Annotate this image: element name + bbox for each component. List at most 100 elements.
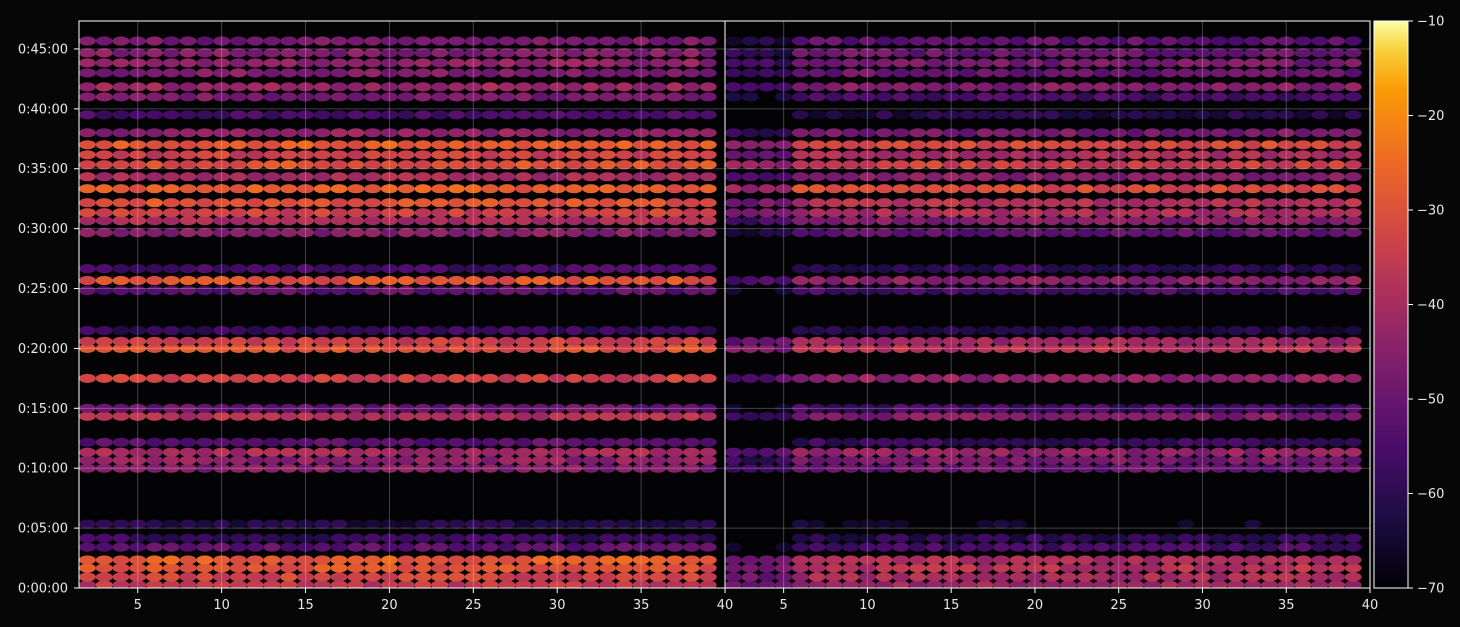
heatmap-cell [1093,160,1111,170]
heatmap-cell [976,343,994,353]
heatmap-cell [364,36,382,46]
heatmap-cell [599,68,616,78]
heatmap-cell [95,264,113,274]
heatmap-cell [1127,172,1144,182]
heatmap-cell [112,128,130,138]
heatmap-cell [431,172,449,182]
heatmap-cell [599,140,616,150]
heatmap-cell [632,373,650,383]
heatmap-cell [1110,437,1128,447]
heatmap-cell [330,150,348,160]
heatmap-cell [498,82,516,92]
heatmap-cell [380,58,398,68]
heatmap-cell [1328,172,1345,182]
heatmap-cell [297,572,314,582]
heatmap-cell [909,160,927,170]
heatmap-cell [666,208,684,218]
heatmap-cell [297,285,314,296]
heatmap-cell [196,455,214,465]
heatmap-cell [825,198,843,208]
heatmap-cell [791,216,809,226]
heatmap-cell [1143,325,1161,336]
heatmap-cell [330,58,348,68]
heatmap-cell [364,343,382,353]
heatmap-cell [464,264,482,274]
heatmap-cell [1210,437,1228,447]
heatmap-cell [380,373,398,383]
heatmap-cell [380,463,398,473]
heatmap-cell [1244,447,1262,457]
heatmap-cell [112,198,130,208]
heatmap-cell [280,533,298,543]
heatmap-cell [632,48,650,58]
heatmap-cell [112,36,130,46]
heatmap-cell [615,533,633,543]
heatmap-cell [1277,447,1295,457]
heatmap-cell [179,58,197,68]
heatmap-cell [95,447,113,457]
heatmap-cell [330,140,348,150]
heatmap-cell [297,48,314,58]
heatmap-cell [263,140,281,150]
heatmap-cell [263,172,281,182]
heatmap-cell [565,411,583,421]
heatmap-cell [808,411,826,421]
heatmap-cell [666,447,684,457]
heatmap-cell [196,275,214,286]
heatmap-cell [1210,208,1228,218]
heatmap-cell [909,198,927,208]
heatmap-cell [565,325,583,336]
x-tick-label: 20 [1027,598,1044,613]
heatmap-cell [1043,184,1061,194]
heatmap-cell [682,82,700,92]
heatmap-cell [842,447,860,457]
heatmap-cell [842,403,860,413]
heatmap-cell [775,411,793,421]
heatmap-cell [942,463,960,473]
heatmap-cell [858,140,876,150]
heatmap-cell [1093,403,1111,413]
heatmap-cell [724,48,742,58]
heatmap-cell [909,216,927,226]
heatmap-cell [179,184,197,194]
heatmap-cell [1160,216,1178,226]
heatmap-cell [297,563,314,573]
heatmap-cell [464,572,482,582]
heatmap-cell [1177,264,1195,274]
heatmap-cell [791,580,809,588]
heatmap-cell [1328,563,1345,573]
heatmap-cell [582,411,600,421]
heatmap-cell [615,128,633,138]
heatmap-cell [364,172,382,182]
heatmap-cell [548,437,566,447]
heatmap-cell [95,572,113,582]
heatmap-cell [162,411,180,421]
heatmap-cell [347,110,365,120]
heatmap-cell [196,58,214,68]
heatmap-cell [1110,184,1128,194]
heatmap-cell [464,411,482,421]
heatmap-cell [666,92,684,102]
heatmap-cell [229,533,247,543]
heatmap-cell [1294,36,1312,46]
heatmap-cell [129,563,147,573]
heatmap-cell [347,411,365,421]
heatmap-cell [649,325,667,336]
heatmap-cell [1311,228,1329,238]
heatmap-cell [414,58,432,68]
heatmap-cell [758,572,776,582]
heatmap-cell [246,82,264,92]
heatmap-cell [791,48,809,58]
heatmap-cell [976,208,994,218]
heatmap-cell [925,463,943,473]
heatmap-cell [330,336,348,346]
heatmap-cell [1344,555,1362,565]
heatmap-cell [1093,542,1111,552]
heatmap-cell [724,228,742,238]
heatmap-cell [464,580,482,588]
heatmap-cell [992,533,1010,543]
heatmap-cell [1076,58,1094,68]
heatmap-cell [992,563,1010,573]
heatmap-cell [925,336,943,346]
heatmap-cell [313,343,331,353]
